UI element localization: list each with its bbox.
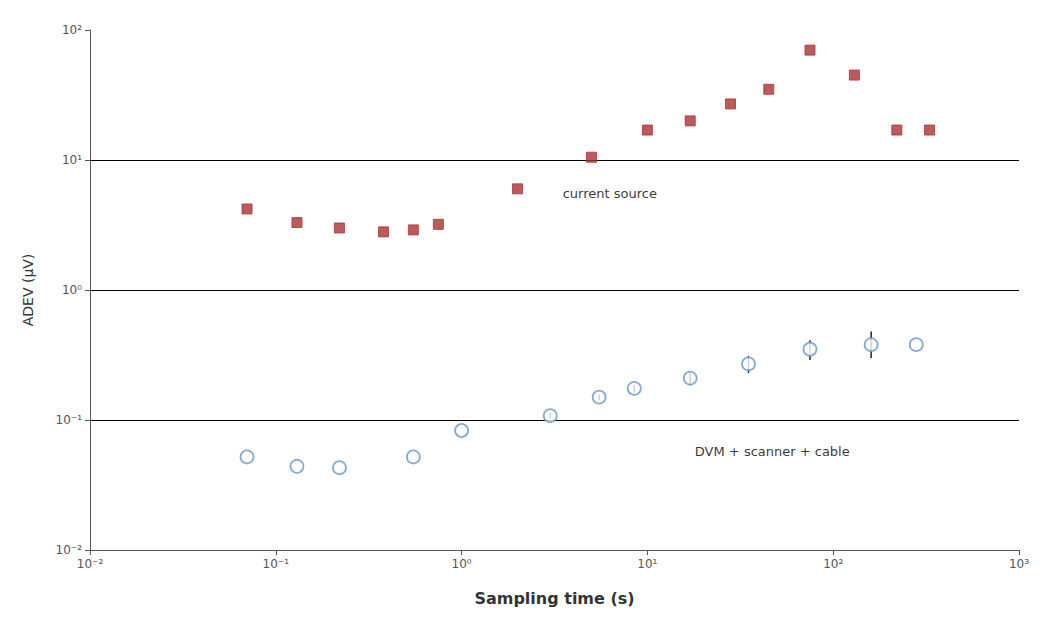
svg-text:10⁻¹: 10⁻¹ bbox=[263, 557, 290, 571]
svg-text:10³: 10³ bbox=[1009, 557, 1029, 571]
svg-text:10⁰: 10⁰ bbox=[62, 283, 82, 297]
svg-text:ADEV (μV): ADEV (μV) bbox=[20, 254, 36, 327]
svg-text:current source: current source bbox=[563, 186, 657, 201]
svg-text:10⁻²: 10⁻² bbox=[77, 557, 104, 571]
svg-text:10²: 10² bbox=[823, 557, 843, 571]
svg-text:10⁻²: 10⁻² bbox=[56, 543, 83, 557]
svg-text:10⁻¹: 10⁻¹ bbox=[56, 413, 83, 427]
svg-text:10²: 10² bbox=[62, 23, 82, 37]
svg-text:10¹: 10¹ bbox=[637, 557, 657, 571]
svg-text:DVM + scanner + cable: DVM + scanner + cable bbox=[695, 444, 850, 459]
svg-text:10⁰: 10⁰ bbox=[452, 557, 472, 571]
svg-text:Sampling time (s): Sampling time (s) bbox=[474, 589, 634, 608]
svg-text:10¹: 10¹ bbox=[62, 153, 82, 167]
